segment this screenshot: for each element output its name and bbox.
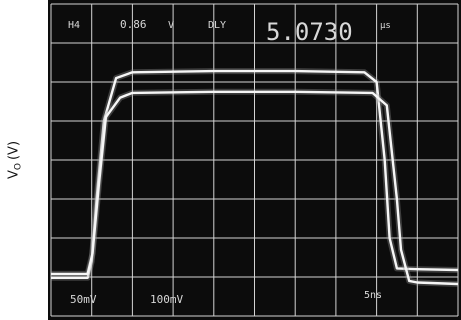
delay-readout: 5.0730	[266, 18, 353, 46]
level-readout: 0.86	[120, 18, 147, 31]
y-axis-label: VO (V)	[6, 140, 24, 180]
waveform-traces	[51, 68, 459, 287]
mode-readout: DLY	[208, 20, 226, 31]
level-unit-readout: V	[168, 20, 174, 31]
y-axis-label-symbol: V	[6, 170, 22, 180]
channel-readout: H4	[68, 20, 80, 31]
graticule	[50, 3, 459, 317]
ch2-scale-readout: 100mV	[150, 293, 183, 306]
oscilloscope-screen: H4 0.86 V DLY 5.0730 μs 50mV 100mV 5ns	[48, 0, 461, 320]
timebase-readout: 5ns	[364, 290, 382, 301]
waveform-trace-2	[51, 90, 459, 286]
delay-unit-readout: μs	[380, 21, 391, 31]
ch1-scale-readout: 50mV	[70, 293, 97, 306]
y-axis-label-subscript: O	[13, 163, 24, 171]
y-axis-label-unit: (V)	[6, 140, 22, 161]
